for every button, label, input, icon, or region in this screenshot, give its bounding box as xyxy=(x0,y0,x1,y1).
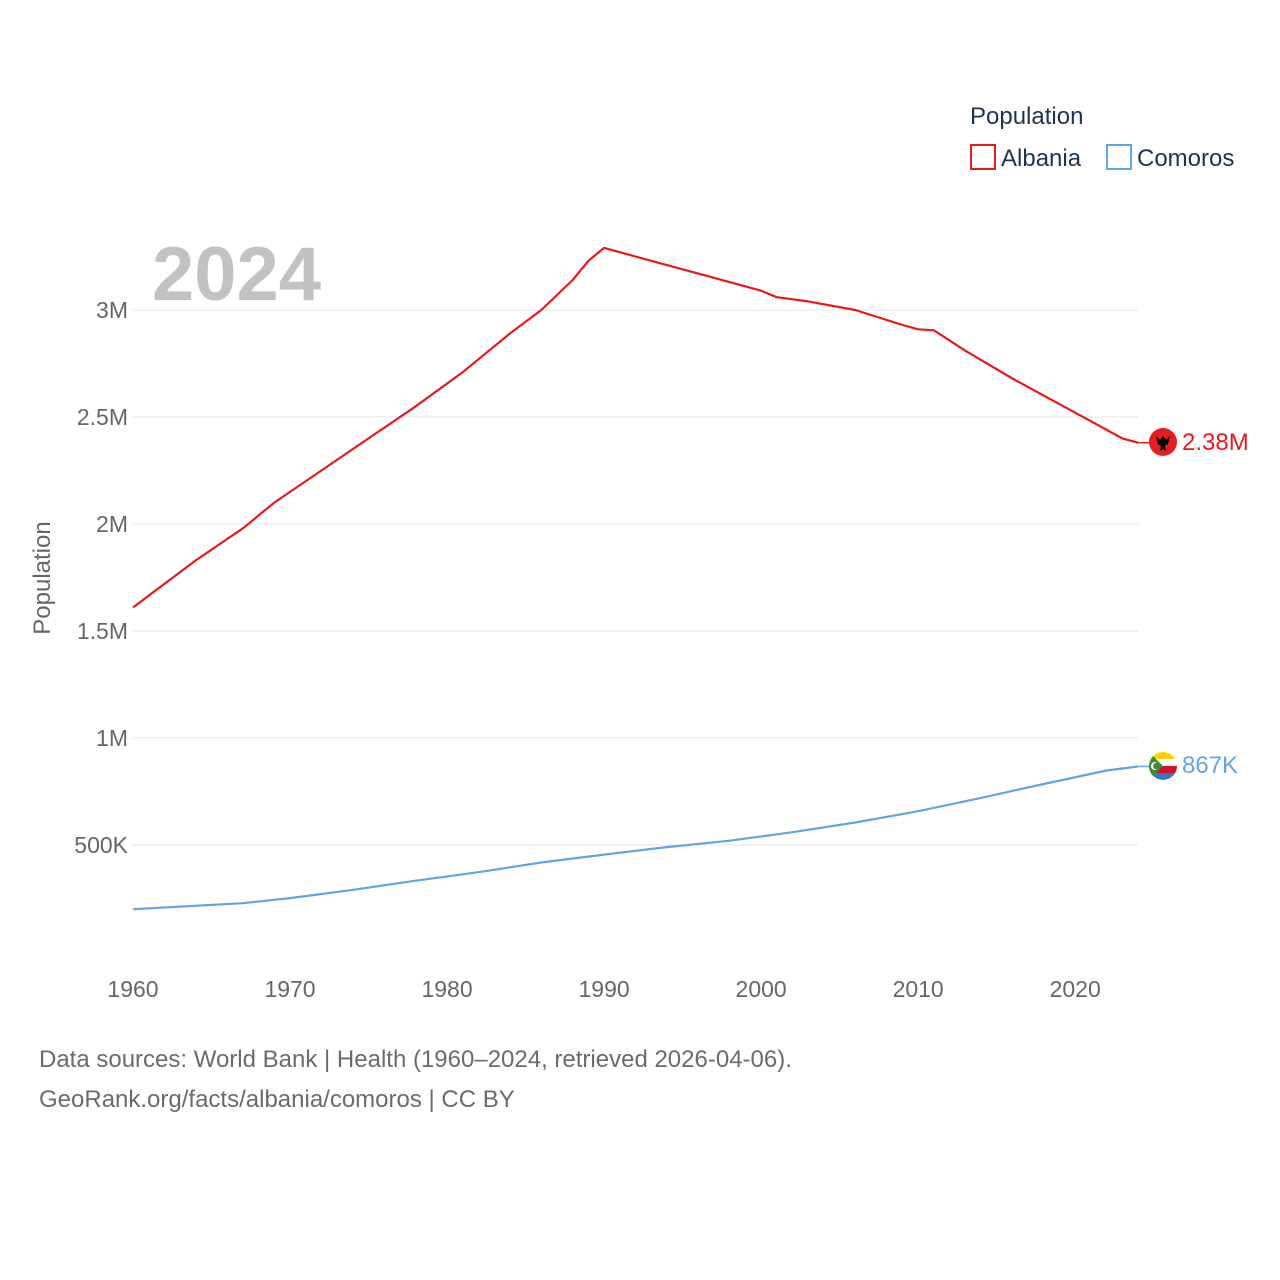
legend-swatch-comoros[interactable] xyxy=(1106,144,1132,170)
y-tick-label: 1M xyxy=(96,725,128,751)
source-link[interactable]: GeoRank.org/facts/albania/comoros | CC B… xyxy=(39,1086,515,1113)
y-tick-label: 2M xyxy=(96,511,128,537)
comoros-flag-icon xyxy=(1149,752,1177,780)
comoros-series-line xyxy=(132,765,1139,911)
x-tick-label: 2020 xyxy=(1050,976,1101,1002)
y-tick-label: 2.5M xyxy=(77,404,128,430)
albania-end-label: 2.38M xyxy=(1182,429,1249,456)
x-tick-label: 1990 xyxy=(579,976,630,1002)
comoros-end-label: 867K xyxy=(1182,752,1238,779)
x-tick-label: 2000 xyxy=(736,976,787,1002)
population-line-chart: Population Albania Comoros 2024 Populati… xyxy=(29,103,1249,1002)
y-tick-label: 1.5M xyxy=(77,618,128,644)
albania-flag-icon xyxy=(1149,428,1177,456)
y-tick-label: 500K xyxy=(74,832,128,858)
legend-swatch-albania[interactable] xyxy=(970,144,996,170)
footer: Data sources: World Bank | Health (1960–… xyxy=(39,1040,792,1120)
legend-label-comoros[interactable]: Comoros xyxy=(1137,145,1234,172)
gridlines xyxy=(133,309,1138,846)
x-tick-label: 1970 xyxy=(264,976,315,1002)
legend-title: Population xyxy=(970,103,1083,130)
legend: Population Albania Comoros xyxy=(970,103,1234,172)
x-tick-label: 1980 xyxy=(421,976,472,1002)
series-lines xyxy=(132,246,1150,911)
x-tick-label: 2010 xyxy=(893,976,944,1002)
data-source-note: Data sources: World Bank | Health (1960–… xyxy=(39,1046,792,1073)
year-watermark: 2024 xyxy=(152,232,321,317)
x-axis-ticks: 1960 1970 1980 1990 2000 2010 2020 xyxy=(107,976,1100,1002)
y-axis-ticks: 500K 1M 1.5M 2M 2.5M 3M xyxy=(74,297,128,858)
y-tick-label: 3M xyxy=(96,297,128,323)
x-tick-label: 1960 xyxy=(107,976,158,1002)
y-axis-title: Population xyxy=(29,521,56,634)
legend-label-albania[interactable]: Albania xyxy=(1001,145,1082,172)
albania-series-line xyxy=(132,246,1139,609)
